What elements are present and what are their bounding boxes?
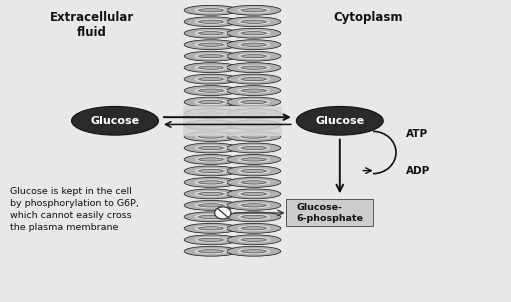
Ellipse shape: [227, 109, 281, 118]
Ellipse shape: [184, 189, 238, 199]
Ellipse shape: [184, 97, 238, 107]
Ellipse shape: [184, 143, 238, 153]
Ellipse shape: [184, 51, 238, 61]
Ellipse shape: [227, 63, 281, 72]
Ellipse shape: [227, 212, 281, 222]
Ellipse shape: [227, 143, 281, 153]
Ellipse shape: [184, 246, 238, 256]
Ellipse shape: [227, 86, 281, 95]
Text: ADP: ADP: [406, 165, 430, 176]
Ellipse shape: [184, 17, 238, 27]
Ellipse shape: [227, 28, 281, 38]
Ellipse shape: [227, 235, 281, 245]
Text: Glucose: Glucose: [315, 116, 364, 126]
Text: ATP: ATP: [406, 129, 428, 140]
Ellipse shape: [184, 155, 238, 164]
Text: Glucose is kept in the cell
by phosphorylation to G6P,
which cannot easily cross: Glucose is kept in the cell by phosphory…: [10, 187, 139, 232]
Ellipse shape: [184, 223, 238, 233]
Ellipse shape: [227, 223, 281, 233]
Ellipse shape: [184, 109, 238, 118]
Ellipse shape: [227, 166, 281, 176]
Ellipse shape: [227, 51, 281, 61]
Ellipse shape: [184, 5, 238, 15]
Text: Glucose: Glucose: [90, 116, 140, 126]
Ellipse shape: [227, 5, 281, 15]
Ellipse shape: [227, 74, 281, 84]
Ellipse shape: [227, 120, 281, 130]
Ellipse shape: [296, 107, 383, 135]
FancyBboxPatch shape: [286, 199, 373, 226]
Ellipse shape: [184, 86, 238, 95]
Ellipse shape: [227, 17, 281, 27]
Text: Cytoplasm: Cytoplasm: [333, 11, 403, 24]
Bar: [183, 106, 282, 136]
Ellipse shape: [184, 28, 238, 38]
Ellipse shape: [184, 166, 238, 176]
Ellipse shape: [227, 189, 281, 199]
Ellipse shape: [184, 178, 238, 187]
Ellipse shape: [227, 246, 281, 256]
Text: Extracellular
fluid: Extracellular fluid: [50, 11, 134, 39]
Ellipse shape: [227, 155, 281, 164]
Ellipse shape: [184, 63, 238, 72]
Ellipse shape: [227, 178, 281, 187]
Ellipse shape: [72, 107, 158, 135]
Ellipse shape: [184, 132, 238, 141]
Ellipse shape: [184, 120, 238, 130]
Text: Glucose-
6-phosphate: Glucose- 6-phosphate: [296, 203, 363, 223]
Ellipse shape: [215, 207, 231, 219]
Ellipse shape: [184, 201, 238, 210]
Ellipse shape: [184, 212, 238, 222]
Ellipse shape: [227, 201, 281, 210]
Ellipse shape: [227, 132, 281, 141]
Ellipse shape: [227, 40, 281, 50]
Ellipse shape: [184, 235, 238, 245]
Ellipse shape: [184, 40, 238, 50]
Ellipse shape: [184, 74, 238, 84]
Ellipse shape: [227, 97, 281, 107]
